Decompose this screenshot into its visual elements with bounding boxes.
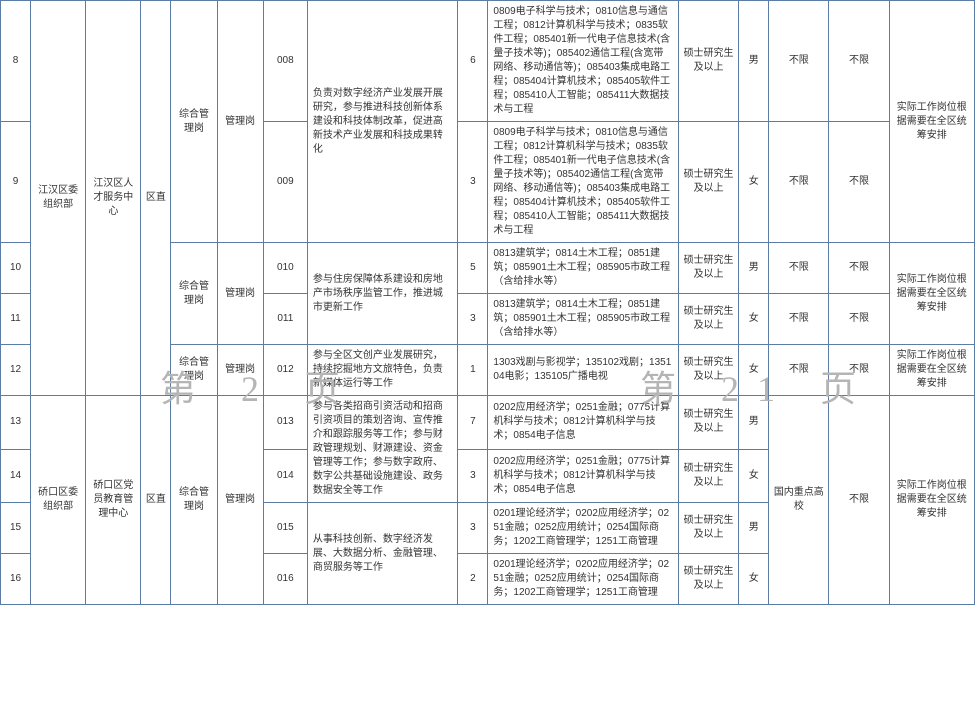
cell-unit: 江汉区人才服务中心 xyxy=(86,1,141,396)
cell-limit: 不限 xyxy=(829,345,889,396)
cell-gender: 男 xyxy=(739,243,769,294)
cell-post: 管理岗 xyxy=(217,396,263,605)
cell-duty: 参与全区文创产业发展研究，持续挖掘地方文旅特色，负责新媒体运行等工作 xyxy=(307,345,457,396)
cell-duty: 从事科技创新、数字经济发展、大数据分析、金融管理、商贸服务等工作 xyxy=(307,503,457,605)
cell-limit: 不限 xyxy=(829,122,889,243)
cell-num: 10 xyxy=(1,243,31,294)
cell-count: 3 xyxy=(458,122,488,243)
cell-num: 15 xyxy=(1,503,31,554)
table-row: 8 江汉区委组织部 江汉区人才服务中心 区直 综合管理岗 管理岗 008 负责对… xyxy=(1,1,975,122)
cell-code: 013 xyxy=(263,396,307,450)
cell-num: 8 xyxy=(1,1,31,122)
cell-num: 12 xyxy=(1,345,31,396)
cell-dept: 综合管理岗 xyxy=(171,345,217,396)
cell-code: 014 xyxy=(263,449,307,503)
cell-count: 3 xyxy=(458,449,488,503)
cell-count: 1 xyxy=(458,345,488,396)
cell-major: 0809电子科学与技术；0810信息与通信工程；0812计算机科学与技术；083… xyxy=(488,1,679,122)
cell-major: 0813建筑学；0814土木工程；0851建筑；085901土木工程；08590… xyxy=(488,294,679,345)
cell-major: 0201理论经济学；0202应用经济学；0251金融；0252应用统计；0254… xyxy=(488,554,679,605)
cell-code: 011 xyxy=(263,294,307,345)
cell-limit: 不限 xyxy=(829,243,889,294)
cell-post: 管理岗 xyxy=(217,243,263,345)
cell-duty: 参与住房保障体系建设和房地产市场秩序监管工作，推进城市更新工作 xyxy=(307,243,457,345)
cell-major: 0813建筑学；0814土木工程；0851建筑；085901土木工程；08590… xyxy=(488,243,679,294)
cell-gender: 男 xyxy=(739,503,769,554)
cell-org: 硚口区委组织部 xyxy=(31,396,86,605)
cell-remark: 实际工作岗位根据需要在全区统筹安排 xyxy=(889,243,974,345)
cell-gender: 男 xyxy=(739,396,769,450)
cell-num: 9 xyxy=(1,122,31,243)
cell-level: 区直 xyxy=(141,1,171,396)
cell-code: 008 xyxy=(263,1,307,122)
cell-major: 1303戏剧与影视学；135102戏剧；135104电影；135105广播电视 xyxy=(488,345,679,396)
cell-edu: 硕士研究生及以上 xyxy=(678,554,738,605)
cell-duty: 参与各类招商引资活动和招商引资项目的策划咨询、宣传推介和跟踪服务等工作；参与财政… xyxy=(307,396,457,503)
cell-code: 015 xyxy=(263,503,307,554)
cell-code: 012 xyxy=(263,345,307,396)
cell-num: 13 xyxy=(1,396,31,450)
cell-limit: 不限 xyxy=(829,294,889,345)
cell-gender: 女 xyxy=(739,449,769,503)
cell-major: 0809电子科学与技术；0810信息与通信工程；0812计算机科学与技术；083… xyxy=(488,122,679,243)
cell-count: 3 xyxy=(458,294,488,345)
cell-edu: 硕士研究生及以上 xyxy=(678,243,738,294)
cell-edu: 硕士研究生及以上 xyxy=(678,396,738,450)
cell-org: 江汉区委组织部 xyxy=(31,1,86,396)
cell-num: 14 xyxy=(1,449,31,503)
cell-edu: 硕士研究生及以上 xyxy=(678,122,738,243)
cell-limit: 不限 xyxy=(829,396,889,605)
cell-gender: 女 xyxy=(739,345,769,396)
cell-major: 0201理论经济学；0202应用经济学；0251金融；0252应用统计；0254… xyxy=(488,503,679,554)
cell-edu: 硕士研究生及以上 xyxy=(678,345,738,396)
cell-remark: 实际工作岗位根据需要在全区统筹安排 xyxy=(889,396,974,605)
cell-code: 010 xyxy=(263,243,307,294)
cell-edu: 硕士研究生及以上 xyxy=(678,1,738,122)
cell-remark: 实际工作岗位根据需要在全区统筹安排 xyxy=(889,345,974,396)
cell-num: 16 xyxy=(1,554,31,605)
cell-count: 7 xyxy=(458,396,488,450)
cell-gender: 女 xyxy=(739,122,769,243)
cell-count: 2 xyxy=(458,554,488,605)
cell-duty: 负责对数字经济产业发展开展研究，参与推进科技创新体系建设和科技体制改革，促进高新… xyxy=(307,1,457,243)
cell-limit: 不限 xyxy=(769,345,829,396)
cell-dept: 综合管理岗 xyxy=(171,1,217,243)
cell-unit: 硚口区党员教育管理中心 xyxy=(86,396,141,605)
cell-code: 016 xyxy=(263,554,307,605)
cell-gender: 女 xyxy=(739,294,769,345)
cell-edu: 硕士研究生及以上 xyxy=(678,294,738,345)
cell-post: 管理岗 xyxy=(217,1,263,243)
cell-limit: 不限 xyxy=(769,294,829,345)
cell-limit: 国内重点高校 xyxy=(769,396,829,605)
cell-gender: 女 xyxy=(739,554,769,605)
cell-edu: 硕士研究生及以上 xyxy=(678,449,738,503)
cell-remark: 实际工作岗位根据需要在全区统筹安排 xyxy=(889,1,974,243)
recruitment-table: 8 江汉区委组织部 江汉区人才服务中心 区直 综合管理岗 管理岗 008 负责对… xyxy=(0,0,975,605)
cell-edu: 硕士研究生及以上 xyxy=(678,503,738,554)
cell-dept: 综合管理岗 xyxy=(171,243,217,345)
cell-limit: 不限 xyxy=(769,122,829,243)
cell-post: 管理岗 xyxy=(217,345,263,396)
cell-major: 0202应用经济学；0251金融；0775计算机科学与技术；0812计算机科学与… xyxy=(488,396,679,450)
cell-count: 5 xyxy=(458,243,488,294)
cell-limit: 不限 xyxy=(829,1,889,122)
table-row: 13 硚口区委组织部 硚口区党员教育管理中心 区直 综合管理岗 管理岗 013 … xyxy=(1,396,975,450)
cell-limit: 不限 xyxy=(769,1,829,122)
cell-num: 11 xyxy=(1,294,31,345)
cell-dept: 综合管理岗 xyxy=(171,396,217,605)
cell-major: 0202应用经济学；0251金融；0775计算机科学与技术；0812计算机科学与… xyxy=(488,449,679,503)
cell-count: 3 xyxy=(458,503,488,554)
cell-level: 区直 xyxy=(141,396,171,605)
cell-count: 6 xyxy=(458,1,488,122)
cell-gender: 男 xyxy=(739,1,769,122)
cell-code: 009 xyxy=(263,122,307,243)
cell-limit: 不限 xyxy=(769,243,829,294)
